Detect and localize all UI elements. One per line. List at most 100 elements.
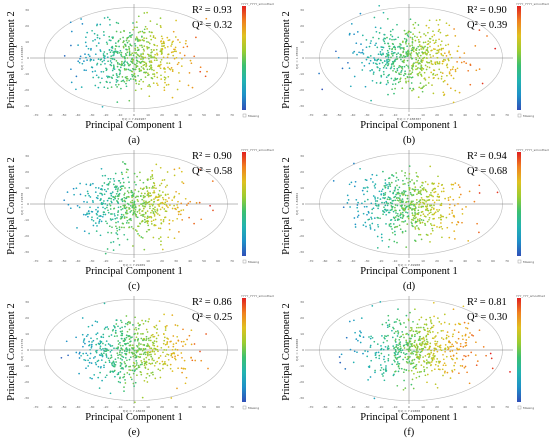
scatter-point (451, 343, 454, 346)
scatter-point (117, 354, 119, 357)
scatter-point (146, 190, 149, 192)
scatter-point (359, 12, 362, 15)
scatter-point (412, 219, 415, 221)
x-tick-label: 50 (202, 259, 206, 263)
scatter-point (124, 76, 127, 79)
scatter-point (116, 74, 118, 77)
scatter-point (374, 183, 377, 185)
scatter-point (431, 84, 433, 86)
scatter-point (151, 209, 153, 212)
scatter-point (160, 222, 163, 224)
scatter-point (465, 62, 468, 65)
scatter-point (436, 195, 439, 198)
scatter-point (120, 187, 123, 190)
scatter-point (116, 65, 119, 68)
scatter-point (416, 193, 418, 196)
missing-swatch (517, 259, 522, 264)
scatter-point (102, 70, 105, 73)
scatter-point (78, 351, 81, 354)
scatter-point (169, 340, 172, 343)
scatter-point (119, 186, 122, 188)
scatter-point (160, 26, 162, 29)
scatter-point (154, 209, 156, 211)
scatter-point (466, 327, 469, 330)
scatter-point (413, 372, 415, 375)
scatter-point (402, 352, 405, 354)
scatter-point (152, 73, 154, 75)
scatter-point (421, 90, 424, 93)
scatter-point (124, 207, 127, 210)
scatter-point (140, 236, 143, 238)
scatter-point (152, 342, 155, 345)
scatter-point (413, 335, 416, 338)
scatter-point (70, 68, 72, 71)
scatter-point (398, 356, 400, 359)
scatter-point (128, 54, 131, 57)
scatter-point (143, 50, 145, 52)
scatter-point (82, 341, 85, 343)
scatter-point (134, 189, 137, 191)
scatter-point (392, 192, 395, 195)
scatter-point (119, 31, 122, 33)
x-tick-label: -10 (118, 405, 123, 409)
scatter-point (105, 67, 107, 70)
scatter-point (356, 31, 359, 33)
panel-letter: (f) (404, 427, 415, 438)
y-tick-label: -20 (299, 234, 304, 238)
scatter-point (446, 346, 449, 348)
scatter-point (144, 362, 147, 365)
scatter-point (163, 42, 165, 45)
scatter-point (107, 60, 109, 63)
scatter-point (92, 357, 95, 359)
scatter-point (82, 352, 85, 355)
scatter-point (193, 55, 196, 58)
scatter-point (186, 45, 189, 48)
scatter-point (406, 358, 409, 361)
scatter-point (340, 353, 343, 356)
scatter-point (123, 192, 126, 195)
scatter-point (119, 349, 122, 352)
scatter-point (373, 397, 376, 400)
x-axis-title: Principal Component 1 (360, 266, 457, 277)
scatter-point (425, 200, 427, 203)
y-axis-caption: t[2] = 1.81888 (295, 339, 299, 361)
scatter-point (144, 367, 147, 369)
scatter-point (426, 341, 429, 343)
scatter-point (91, 377, 93, 380)
scatter-point (107, 357, 110, 360)
scatter-point (394, 48, 397, 51)
scatter-point (174, 46, 177, 49)
scatter-point (114, 358, 117, 361)
scatter-point (412, 63, 414, 66)
scatter-point (111, 191, 114, 193)
scatter-point (412, 203, 414, 205)
scatter-point (371, 305, 374, 307)
scatter-point (134, 47, 137, 50)
scatter-point (421, 198, 424, 201)
scatter-point (164, 360, 166, 363)
scatter-point (140, 192, 143, 195)
scatter-point (454, 238, 456, 240)
scatter-point (157, 350, 159, 353)
scatter-point (175, 50, 177, 53)
scatter-point (70, 44, 72, 47)
scatter-point (408, 360, 411, 363)
scatter-point (137, 322, 140, 325)
scatter-point (396, 356, 399, 359)
scatter-point (133, 385, 135, 387)
scatter-point (114, 332, 117, 334)
scatter-point (163, 313, 165, 316)
scatter-point (176, 217, 179, 220)
scatter-point (396, 77, 399, 80)
scatter-point (140, 348, 142, 350)
scatter-point (399, 323, 402, 326)
scatter-point (447, 58, 450, 60)
x-tick-label: 40 (463, 259, 467, 263)
scatter-point (142, 207, 145, 210)
scatter-point (414, 186, 417, 188)
scatter-point (466, 371, 468, 374)
scatter-point (133, 26, 136, 29)
scatter-point (143, 358, 145, 360)
scatter-point (177, 339, 180, 342)
scatter-point (410, 201, 413, 204)
